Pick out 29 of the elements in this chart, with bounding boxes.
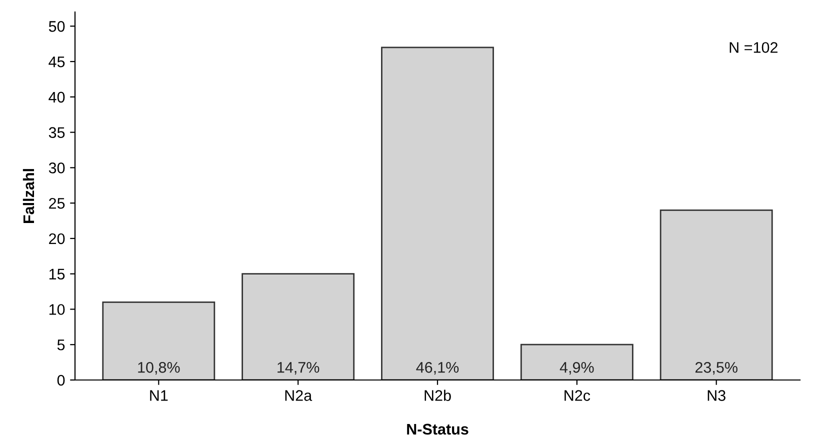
annotation: N =102 xyxy=(730,42,778,53)
y-tick-label: 45 xyxy=(48,56,65,68)
x-tick-label: N1 xyxy=(150,390,168,401)
y-tick-label: 0 xyxy=(57,374,65,386)
annotation: 23,5% xyxy=(695,362,738,375)
y-tick-label: 50 xyxy=(48,21,65,32)
y-tick-label: 30 xyxy=(48,162,65,174)
bar xyxy=(381,46,494,380)
x-axis-title: N-Status xyxy=(407,424,468,435)
bar xyxy=(102,301,216,380)
annotation: 10,8% xyxy=(138,362,180,375)
y-tick-label: 20 xyxy=(49,233,65,244)
annotation: 14,7% xyxy=(278,362,320,375)
y-tick-label: 25 xyxy=(49,198,65,209)
y-tick-label: 35 xyxy=(48,127,65,138)
y-tick-label: 10 xyxy=(49,304,65,315)
annotation: 46,1% xyxy=(416,362,459,375)
bar xyxy=(242,273,355,380)
bar xyxy=(660,209,773,380)
x-tick-label: N3 xyxy=(708,390,726,401)
x-tick-label: N2a xyxy=(285,390,312,401)
x-tick-label: N2c xyxy=(564,390,590,401)
y-tick-label: 15 xyxy=(49,268,65,280)
y-tick-label: 5 xyxy=(57,340,65,350)
bar xyxy=(520,344,634,380)
x-tick-label: N2b xyxy=(424,390,451,401)
y-axis-title: Fallzahl xyxy=(22,169,34,223)
y-tick-label: 40 xyxy=(48,92,65,103)
annotation: 4,9% xyxy=(560,362,594,375)
